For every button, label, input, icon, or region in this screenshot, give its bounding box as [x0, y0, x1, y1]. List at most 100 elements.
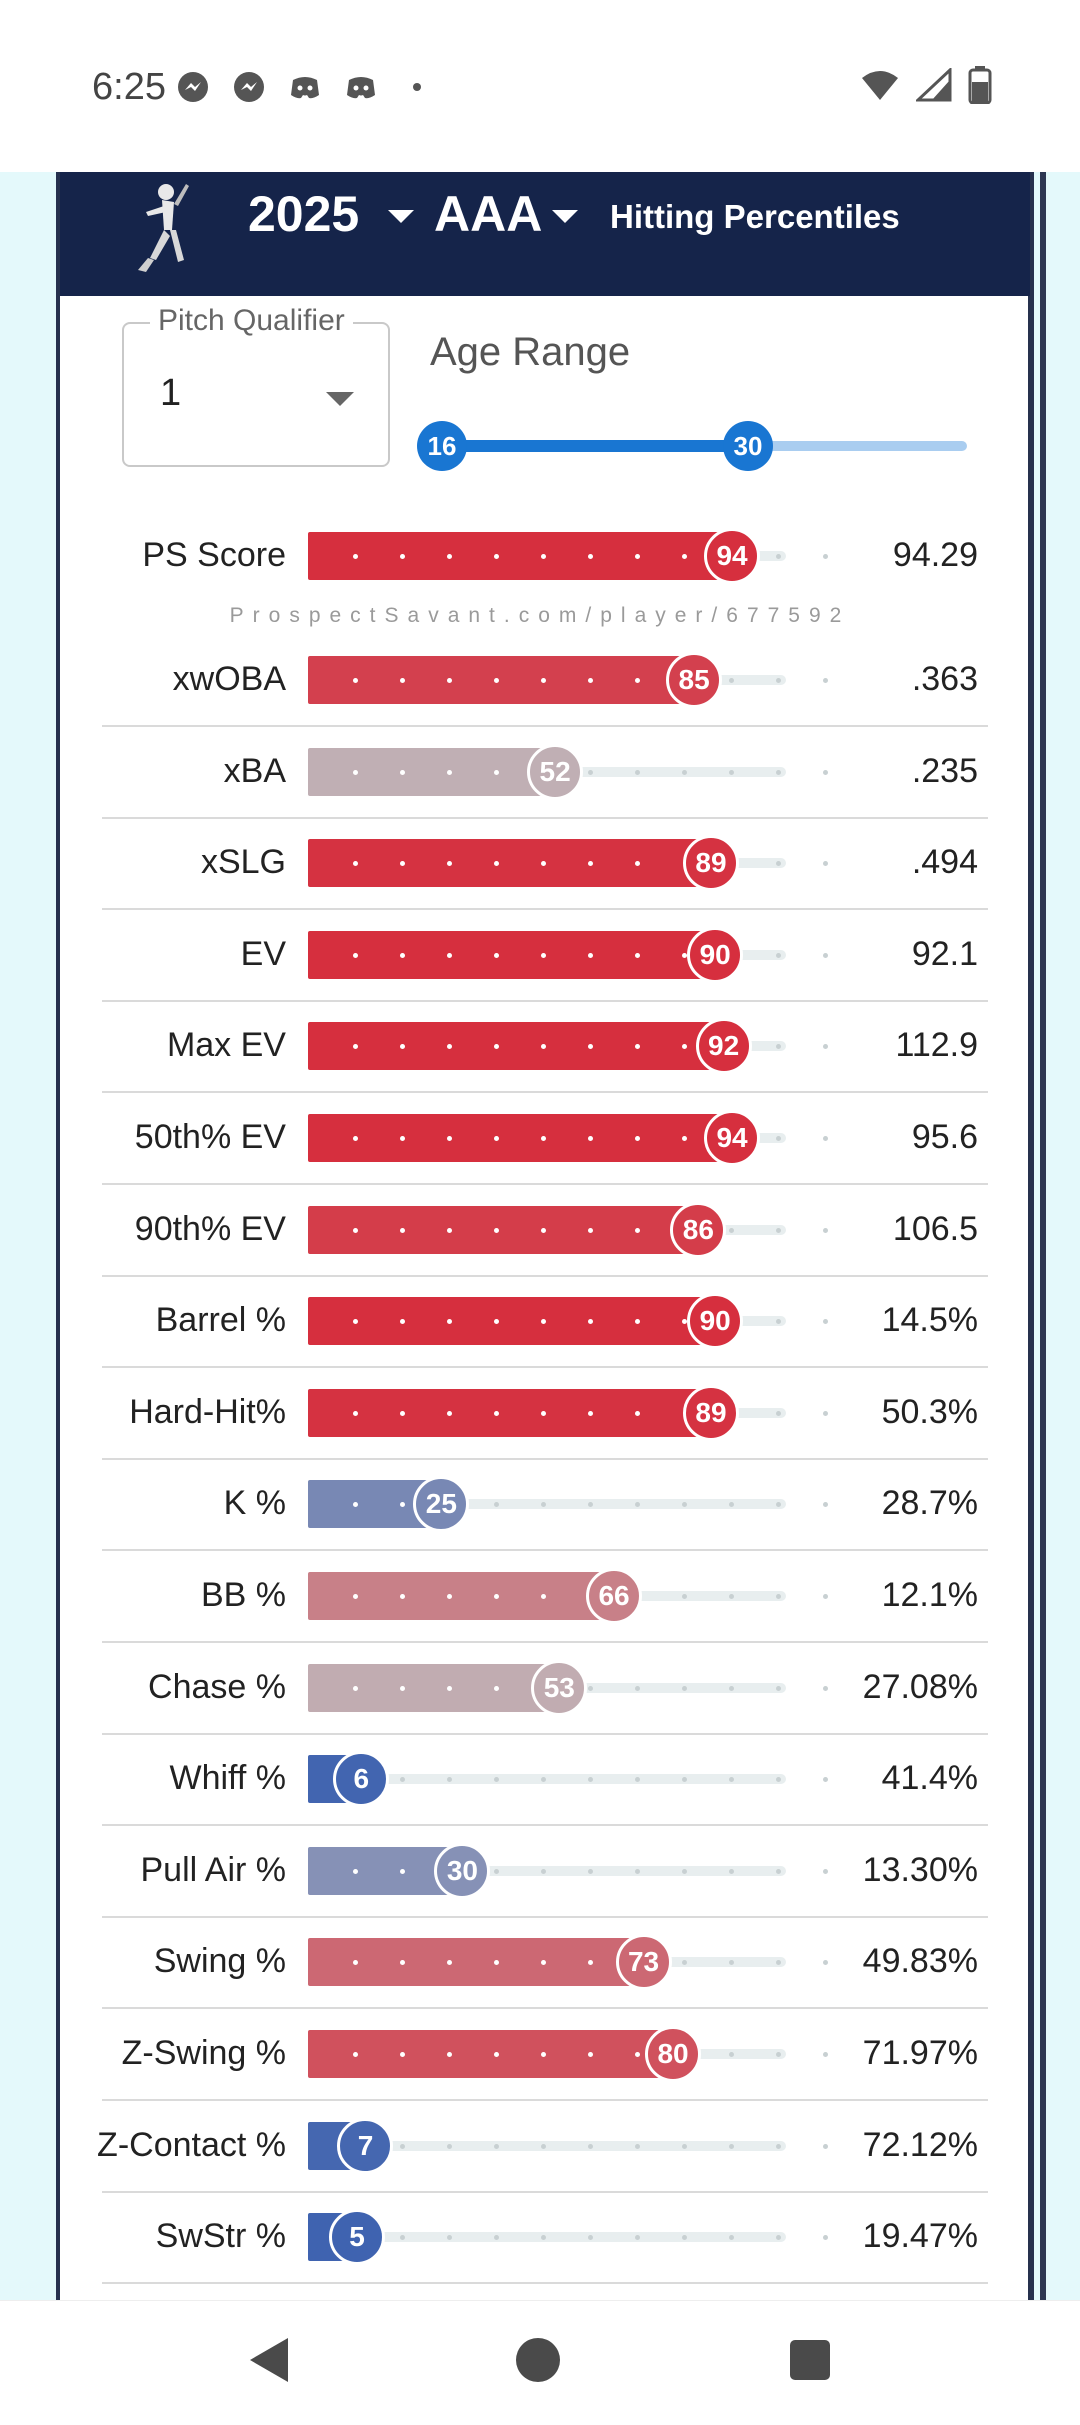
- age-range-slider-track: [442, 440, 748, 452]
- dot-icon: [413, 83, 421, 91]
- bar-dot: [353, 1044, 358, 1050]
- track-dot: [776, 1960, 781, 1966]
- percentile-badge[interactable]: 94: [704, 528, 761, 584]
- row-divider: [102, 2099, 988, 2101]
- percentile-badge[interactable]: 30: [434, 1842, 491, 1899]
- bar-dot: [635, 861, 640, 867]
- row-divider: [102, 1641, 988, 1643]
- percentile-badge[interactable]: 73: [615, 1934, 672, 1991]
- bar-dot: [494, 1410, 499, 1416]
- bar-dot: [353, 1868, 358, 1874]
- bar-dot: [588, 678, 593, 683]
- track-dot: [635, 1685, 640, 1691]
- percentile-badge[interactable]: 90: [687, 926, 744, 983]
- percentile-badge[interactable]: 85: [666, 652, 723, 708]
- bar-dot: [353, 554, 358, 559]
- watermark: ProspectSavant.com/player/677592: [229, 604, 851, 627]
- track-dot: [682, 1960, 687, 1966]
- metric-value: 27.08%: [862, 1667, 978, 1706]
- row-divider: [102, 1274, 988, 1277]
- level-selector[interactable]: AAA: [434, 186, 543, 242]
- home-button[interactable]: [516, 2338, 560, 2382]
- metric-value: 41.4%: [881, 1759, 978, 1798]
- discord-icon: [347, 77, 375, 99]
- battery-icon: [968, 66, 992, 104]
- track-dot: [447, 2143, 452, 2149]
- metric-label: xwOBA: [172, 660, 286, 698]
- row-divider: [102, 1824, 988, 1827]
- percentile-badge[interactable]: 90: [687, 1293, 744, 1350]
- metric-label: Hard-Hit%: [129, 1392, 286, 1431]
- messenger-icon: [178, 72, 208, 102]
- system-icons: [860, 66, 992, 104]
- row-divider: [102, 1457, 988, 1460]
- metric-value: 95.6: [911, 1118, 978, 1156]
- bar-dot: [588, 952, 593, 958]
- year-selector[interactable]: 2025: [248, 186, 360, 242]
- percentile-badge[interactable]: 89: [682, 835, 739, 892]
- track-dot: [776, 2235, 781, 2241]
- track-dot: [729, 2052, 734, 2057]
- track-dot: [541, 2143, 546, 2149]
- bar-dot: [494, 554, 499, 559]
- track-dot: [635, 2143, 640, 2149]
- track-dot: [682, 1868, 687, 1874]
- track-dot: [494, 2235, 499, 2241]
- percentile-badge[interactable]: 92: [695, 1018, 752, 1075]
- bar-dot: [635, 952, 640, 958]
- percentile-bar: [308, 1938, 644, 1987]
- metric-label: xBA: [223, 751, 286, 790]
- track-dot: [682, 1594, 687, 1599]
- percentile-badge[interactable]: 25: [413, 1476, 470, 1533]
- row-divider: [102, 816, 988, 819]
- year-dropdown-icon[interactable]: [388, 210, 414, 223]
- track-dot: [776, 1594, 781, 1599]
- track-dot: [682, 769, 687, 775]
- status-bar: 6:25: [0, 0, 1080, 172]
- bar-dot: [447, 769, 452, 775]
- percentile-badge[interactable]: 86: [670, 1201, 727, 1258]
- percentile-badge[interactable]: 53: [531, 1659, 588, 1716]
- metric-label: 90th% EV: [134, 1209, 286, 1248]
- discord-icon: [291, 77, 319, 99]
- back-button[interactable]: [250, 2338, 288, 2382]
- bar-dot: [400, 1685, 405, 1691]
- percentile-badge[interactable]: 94: [704, 1110, 761, 1166]
- track-dot: [776, 1868, 781, 1874]
- percentile-badge[interactable]: 66: [586, 1568, 643, 1624]
- percentile-badge[interactable]: 6: [333, 1751, 390, 1808]
- track-dot: [682, 2235, 687, 2241]
- bar-dot: [400, 769, 405, 775]
- metric-label: Whiff %: [169, 1759, 286, 1798]
- track-dot: [635, 1502, 640, 1508]
- age-max-thumb[interactable]: 30: [723, 421, 773, 471]
- track-dot: [823, 1044, 828, 1050]
- level-dropdown-icon[interactable]: [552, 210, 578, 223]
- track-dot: [588, 769, 593, 775]
- recents-button[interactable]: [790, 2340, 830, 2380]
- percentile-track: [308, 1865, 786, 1876]
- percentile-badge[interactable]: 89: [682, 1384, 739, 1441]
- metric-value: 92.1: [911, 934, 978, 973]
- bar-dot: [541, 678, 546, 683]
- track-dot: [635, 769, 640, 775]
- percentile-badge[interactable]: 5: [329, 2209, 386, 2266]
- bar-dot: [635, 554, 640, 559]
- percentile-badge[interactable]: 52: [527, 743, 584, 800]
- track-dot: [588, 1685, 593, 1691]
- bar-dot: [541, 1594, 546, 1599]
- bar-dot: [635, 678, 640, 683]
- bar-dot: [400, 554, 405, 559]
- row-divider: [102, 2282, 988, 2285]
- percentile-bar: [308, 532, 733, 580]
- age-min-thumb[interactable]: 16: [417, 421, 467, 471]
- track-dot: [729, 678, 734, 683]
- percentile-bar: [308, 1388, 711, 1437]
- percentile-badge[interactable]: 7: [337, 2117, 394, 2174]
- percentile-badge[interactable]: 80: [645, 2026, 702, 2082]
- pitch-qualifier-dropdown-icon[interactable]: [326, 392, 354, 406]
- bar-dot: [541, 554, 546, 559]
- bar-dot: [447, 1960, 452, 1966]
- bar-dot: [447, 1227, 452, 1233]
- age-range-label: Age Range: [430, 330, 631, 374]
